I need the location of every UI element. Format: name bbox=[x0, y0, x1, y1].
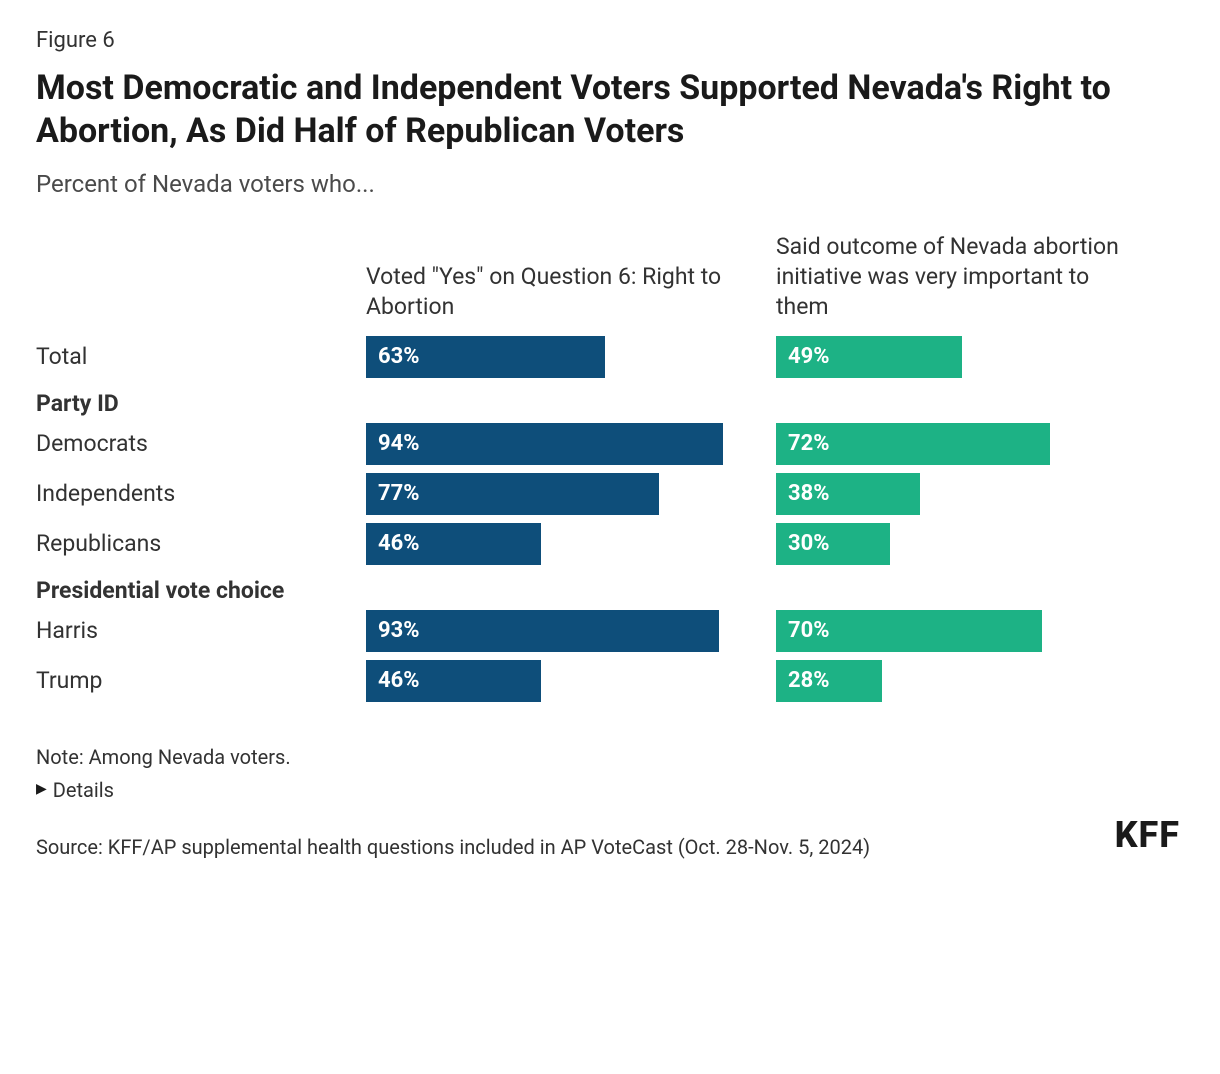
data-row: Independents77% 38% bbox=[36, 473, 1184, 515]
bar: 63% bbox=[366, 336, 605, 378]
bar: 70% bbox=[776, 610, 1042, 652]
row-label: Total bbox=[36, 343, 366, 370]
bar-cell: 63% bbox=[366, 336, 776, 378]
column-headers: Voted "Yes" on Question 6: Right to Abor… bbox=[36, 232, 1184, 322]
bar: 46% bbox=[366, 660, 541, 702]
bar-cell: 46% bbox=[366, 523, 776, 565]
data-row: Trump46% 28% bbox=[36, 660, 1184, 702]
chart-subtitle: Percent of Nevada voters who... bbox=[36, 170, 1184, 198]
bar-cell: 94% bbox=[366, 423, 776, 465]
data-row: Harris93% 70% bbox=[36, 610, 1184, 652]
chart-title: Most Democratic and Independent Voters S… bbox=[36, 67, 1184, 152]
note-text: Note: Among Nevada voters. bbox=[36, 742, 1184, 773]
data-row: Democrats94% 72% bbox=[36, 423, 1184, 465]
section-header: Party ID bbox=[36, 390, 1184, 417]
kff-logo: KFF bbox=[1115, 808, 1180, 864]
source-text: Source: KFF/AP supplemental health quest… bbox=[36, 832, 870, 863]
bar-cell: 49% bbox=[776, 336, 1186, 378]
data-row: Total63% 49% bbox=[36, 336, 1184, 378]
bar: 46% bbox=[366, 523, 541, 565]
bar-cell: 28% bbox=[776, 660, 1186, 702]
bar-cell: 38% bbox=[776, 473, 1186, 515]
row-label: Republicans bbox=[36, 530, 366, 557]
section-header: Presidential vote choice bbox=[36, 577, 1184, 604]
data-row: Republicans46% 30% bbox=[36, 523, 1184, 565]
bar-cell: 93% bbox=[366, 610, 776, 652]
bar-cell: 72% bbox=[776, 423, 1186, 465]
bar: 94% bbox=[366, 423, 723, 465]
bar: 93% bbox=[366, 610, 719, 652]
triangle-right-icon: ▶ bbox=[36, 779, 47, 801]
section-label: Presidential vote choice bbox=[36, 577, 366, 604]
bar: 30% bbox=[776, 523, 890, 565]
row-label: Trump bbox=[36, 667, 366, 694]
row-label: Democrats bbox=[36, 430, 366, 457]
bar-cell: 46% bbox=[366, 660, 776, 702]
grouped-bar-chart: Voted "Yes" on Question 6: Right to Abor… bbox=[36, 232, 1184, 702]
details-label: Details bbox=[53, 775, 114, 806]
bar-cell: 70% bbox=[776, 610, 1186, 652]
row-label: Harris bbox=[36, 617, 366, 644]
details-toggle[interactable]: ▶ Details bbox=[36, 775, 1184, 806]
bar-cell: 77% bbox=[366, 473, 776, 515]
figure-number: Figure 6 bbox=[36, 28, 1184, 53]
bar: 38% bbox=[776, 473, 920, 515]
row-label: Independents bbox=[36, 480, 366, 507]
column-header: Said outcome of Nevada abortion initiati… bbox=[776, 232, 1186, 322]
bar: 72% bbox=[776, 423, 1050, 465]
chart-rows: Total63% 49% Party ID Democrats94% 72% Indepe… bbox=[36, 336, 1184, 702]
section-label: Party ID bbox=[36, 390, 366, 417]
bar: 77% bbox=[366, 473, 659, 515]
bar: 28% bbox=[776, 660, 882, 702]
bar-cell: 30% bbox=[776, 523, 1186, 565]
bar: 49% bbox=[776, 336, 962, 378]
column-header: Voted "Yes" on Question 6: Right to Abor… bbox=[366, 262, 776, 322]
